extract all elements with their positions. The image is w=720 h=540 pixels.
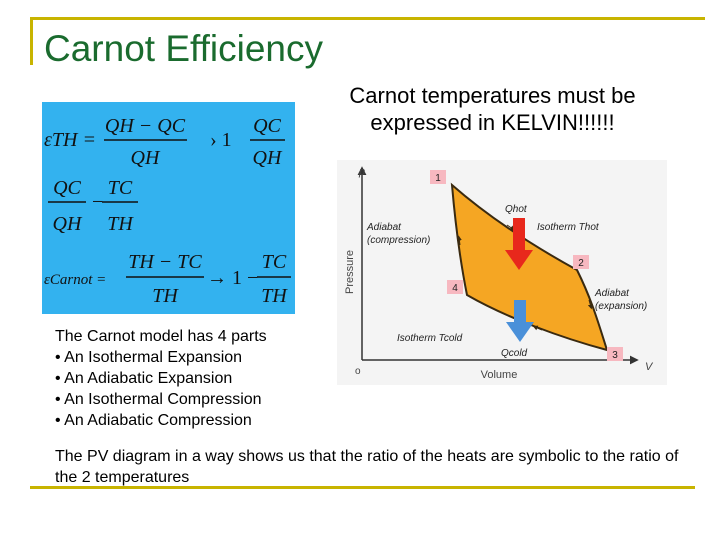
corner-3-label: 3: [612, 350, 618, 361]
eq2-right-numerator: TC: [108, 177, 133, 199]
q-hot-label: Qhot: [505, 204, 528, 215]
corner-2-label: 2: [578, 258, 584, 269]
list-item: • An Adiabatic Expansion: [55, 370, 233, 387]
efficiency-equations: εTH = QH − QC QH › 1 QC QH QC QH − TC TH…: [44, 115, 291, 307]
adiabat-expansion-label-2: (expansion): [595, 301, 647, 312]
p-axis-symbol: p: [358, 166, 365, 178]
isotherm-hot-direction-arrow: [506, 224, 516, 231]
pv-diagram-panel: p V o Pressure Volume Qhot Qcold 1 2 3 4…: [337, 160, 667, 385]
corner-1-box: [430, 170, 446, 184]
eq2-numerator: QC: [53, 177, 81, 199]
q-hot-arrow-head: [505, 250, 533, 270]
eq3-numerator: TH − TC: [128, 251, 202, 273]
adiabat-compression-direction-arrow: [456, 235, 462, 246]
corner-4-label: 4: [452, 283, 458, 294]
eq3-lhs: εCarnot =: [44, 272, 106, 288]
corner-3-box: [607, 347, 623, 361]
adiabat-compression-label-2: (compression): [367, 235, 430, 246]
eq3-right-denominator: TH: [261, 285, 288, 307]
parts-intro: The Carnot model has 4 parts: [55, 328, 267, 345]
isotherm-cold-label: Isotherm Tcold: [397, 333, 463, 344]
eq2-denominator: QH: [53, 213, 83, 235]
frame-bottom-rule: [30, 486, 695, 489]
frame-top-rule: [30, 17, 705, 20]
eq1-right-numerator: QC: [253, 115, 281, 137]
v-axis-symbol: V: [645, 361, 654, 373]
slide-title: Carnot Efficiency: [44, 28, 323, 69]
eq3-right-numerator: TC: [262, 251, 287, 273]
kelvin-note: Carnot temperatures must be expressed in…: [300, 82, 685, 136]
isotherm-cold-direction-arrow: [532, 325, 543, 331]
eq2-right-denominator: TH: [107, 213, 134, 235]
corner-2-box: [573, 255, 589, 269]
eq1-denominator: QH: [131, 147, 161, 169]
frame-left-rule: [30, 17, 33, 65]
adiabat-compression-label-1: Adiabat: [366, 222, 402, 233]
list-item: • An Adiabatic Compression: [55, 412, 252, 429]
volume-axis-label: Volume: [481, 369, 518, 381]
carnot-cycle-area: [450, 182, 609, 352]
carnot-parts-list: The Carnot model has 4 parts • An Isothe…: [55, 326, 267, 431]
pv-diagram: p V o Pressure Volume Qhot Qcold 1 2 3 4…: [344, 166, 654, 381]
pv-ratio-note: The PV diagram in a way shows us that th…: [55, 448, 679, 486]
adiabat-expansion-direction-arrow: [587, 299, 593, 310]
q-cold-label: Qcold: [501, 348, 528, 359]
list-item: • An Isothermal Expansion: [55, 349, 243, 366]
eq3-operator: → 1 −: [207, 267, 258, 289]
q-cold-arrow-head: [506, 322, 534, 342]
eq3-denominator: TH: [152, 285, 179, 307]
corner-4-box: [447, 280, 463, 294]
eq2-operator: −: [92, 191, 103, 213]
eq1-operator: › 1: [210, 129, 232, 151]
pressure-axis-label: Pressure: [344, 250, 356, 294]
isotherm-hot-label: Isotherm Thot: [537, 222, 600, 233]
list-item: • An Isothermal Compression: [55, 391, 262, 408]
corner-1-label: 1: [435, 173, 441, 184]
origin-label: o: [355, 366, 361, 377]
kelvin-note-line-2: expressed in KELVIN!!!!!!: [370, 110, 615, 135]
efficiency-equations-panel: εTH = QH − QC QH › 1 QC QH QC QH − TC TH…: [42, 102, 295, 314]
adiabat-expansion-label-1: Adiabat: [594, 288, 630, 299]
eq1-lhs: εTH =: [44, 129, 96, 151]
eq1-numerator: QH − QC: [105, 115, 186, 137]
q-cold-arrow-shaft: [514, 300, 526, 322]
eq1-right-denominator: QH: [253, 147, 283, 169]
kelvin-note-line-1: Carnot temperatures must be: [349, 83, 636, 108]
q-hot-arrow-shaft: [513, 218, 525, 250]
